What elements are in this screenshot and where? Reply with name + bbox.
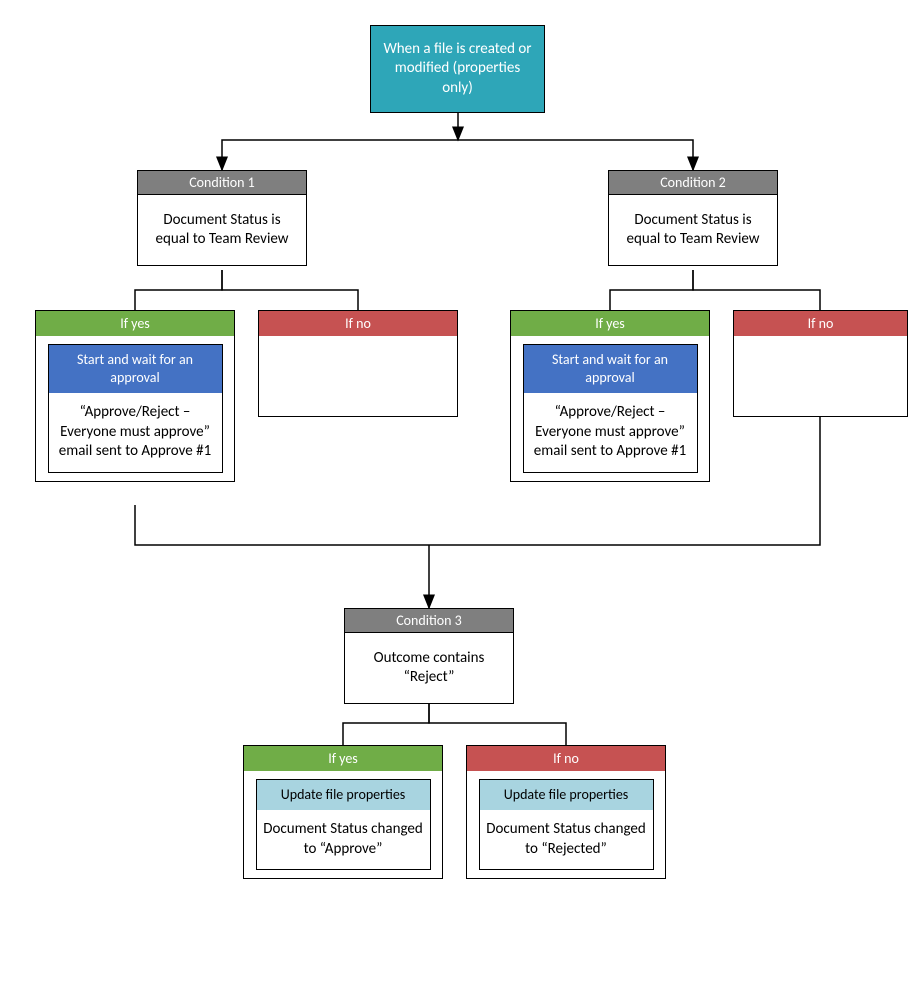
condition-2: Condition 2 Document Status is equal to … <box>608 170 778 266</box>
c1-yes-label: If yes <box>36 311 234 336</box>
c2-yes-action: Start and wait for an approval “Approve/… <box>523 344 698 473</box>
c3-no-action: Update file properties Document Status c… <box>479 779 654 870</box>
c2-no-body <box>734 336 907 416</box>
c2-no-label: If no <box>734 311 907 336</box>
c1-yes-action-header: Start and wait for an approval <box>49 345 222 393</box>
condition-3-header: Condition 3 <box>345 609 513 633</box>
c3-yes-label: If yes <box>244 746 442 771</box>
condition-1-no-branch: If no <box>258 310 458 417</box>
trigger-node: When a file is created or modified (prop… <box>370 25 545 113</box>
c2-yes-label: If yes <box>511 311 709 336</box>
c3-yes-action-body: Document Status changed to “Approve” <box>257 810 430 869</box>
c3-no-action-body: Document Status changed to “Rejected” <box>480 810 653 869</box>
condition-1: Condition 1 Document Status is equal to … <box>137 170 307 266</box>
condition-3-yes-branch: If yes Update file properties Document S… <box>243 745 443 879</box>
c3-no-label: If no <box>467 746 665 771</box>
c1-no-label: If no <box>259 311 457 336</box>
c3-yes-action-header: Update file properties <box>257 780 430 810</box>
condition-2-no-branch: If no <box>733 310 908 417</box>
c1-yes-action-body: “Approve/Reject – Everyone must approve”… <box>49 393 222 472</box>
condition-1-yes-branch: If yes Start and wait for an approval “A… <box>35 310 235 482</box>
condition-1-header: Condition 1 <box>138 171 306 195</box>
condition-2-body: Document Status is equal to Team Review <box>609 195 777 265</box>
c3-no-action-header: Update file properties <box>480 780 653 810</box>
condition-3: Condition 3 Outcome contains “Reject” <box>344 608 514 704</box>
c2-yes-action-body: “Approve/Reject – Everyone must approve”… <box>524 393 697 472</box>
condition-3-body: Outcome contains “Reject” <box>345 633 513 703</box>
condition-2-yes-branch: If yes Start and wait for an approval “A… <box>510 310 710 482</box>
condition-2-header: Condition 2 <box>609 171 777 195</box>
flowchart-connectors <box>0 0 916 998</box>
c1-no-body <box>259 336 457 416</box>
trigger-text: When a file is created or modified (prop… <box>379 40 536 99</box>
c1-yes-action: Start and wait for an approval “Approve/… <box>48 344 223 473</box>
c3-yes-action: Update file properties Document Status c… <box>256 779 431 870</box>
condition-1-body: Document Status is equal to Team Review <box>138 195 306 265</box>
c2-yes-action-header: Start and wait for an approval <box>524 345 697 393</box>
condition-3-no-branch: If no Update file properties Document St… <box>466 745 666 879</box>
